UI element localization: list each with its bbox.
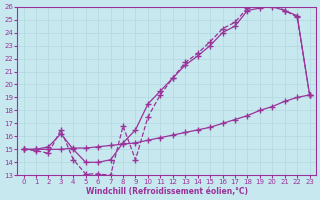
X-axis label: Windchill (Refroidissement éolien,°C): Windchill (Refroidissement éolien,°C) xyxy=(85,187,248,196)
